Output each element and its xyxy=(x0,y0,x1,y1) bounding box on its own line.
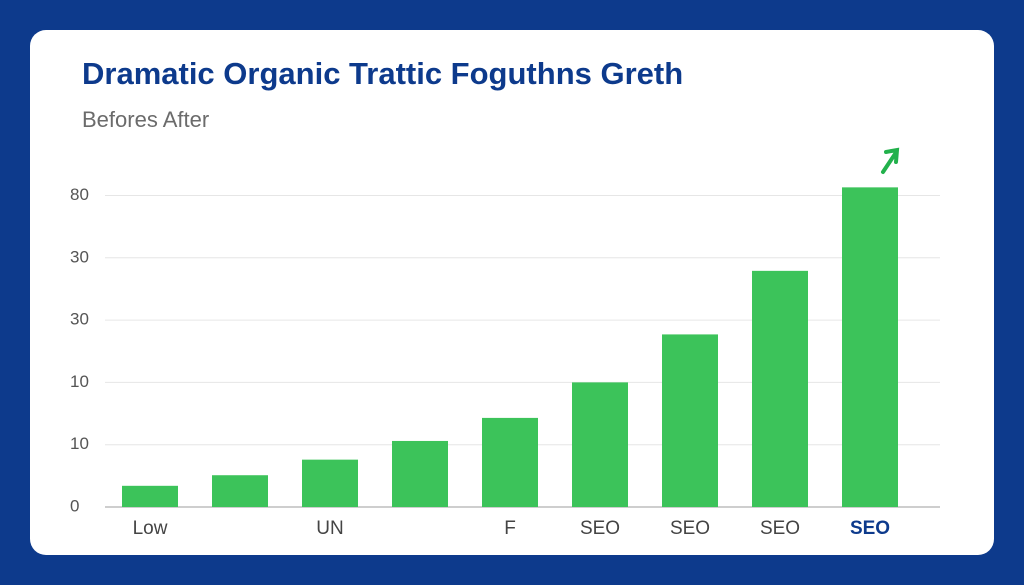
x-tick-label: SEO xyxy=(670,518,710,539)
x-tick-label: SEO xyxy=(760,518,800,539)
x-tick-label: Low xyxy=(133,518,168,539)
bar xyxy=(572,382,628,507)
y-tick-label: 10 xyxy=(70,372,89,391)
bar xyxy=(842,187,898,507)
x-tick-label: SEO xyxy=(580,518,620,539)
x-tick-label: F xyxy=(504,518,516,539)
bar xyxy=(122,485,178,507)
bar xyxy=(482,417,538,507)
chart-subtitle: Befores After xyxy=(82,107,209,132)
bar xyxy=(752,270,808,507)
bar xyxy=(212,475,268,507)
bar xyxy=(392,440,448,507)
x-tick-label: UN xyxy=(316,518,343,539)
y-tick-label: 80 xyxy=(70,185,89,204)
x-tick-label: SEO xyxy=(850,518,890,539)
y-tick-label: 10 xyxy=(70,434,89,453)
bar xyxy=(302,459,358,507)
y-tick-label: 30 xyxy=(70,310,89,329)
growth-arrow xyxy=(881,147,900,174)
y-tick-label: 0 xyxy=(70,496,79,515)
y-tick-label: 30 xyxy=(70,247,89,266)
chart-title: Dramatic Organic Trattic Foguthns Greth xyxy=(82,56,683,91)
bar xyxy=(662,334,718,507)
